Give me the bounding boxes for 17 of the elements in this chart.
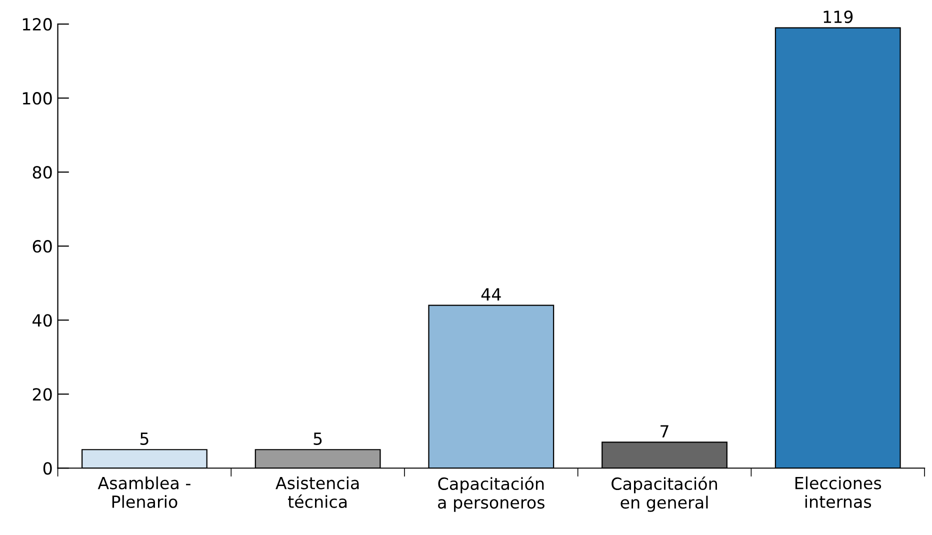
x-tick-label: Asistencia técnica bbox=[276, 476, 359, 508]
y-tick-label: 20 bbox=[32, 388, 52, 401]
y-tick-label: 80 bbox=[32, 166, 52, 179]
y-tick-label: 40 bbox=[32, 314, 52, 327]
data-label: 5 bbox=[140, 432, 148, 446]
y-tick-label: 100 bbox=[22, 92, 52, 105]
data-label: 119 bbox=[824, 10, 853, 24]
data-label: 44 bbox=[481, 288, 501, 300]
data-label: 7 bbox=[660, 425, 668, 438]
data-label: 5 bbox=[314, 432, 322, 446]
y-tick-label: 60 bbox=[32, 240, 52, 253]
y-tick-label: 120 bbox=[22, 18, 52, 31]
x-tick-label: Elecciones internas bbox=[795, 476, 882, 508]
y-tick-label: 0 bbox=[43, 462, 52, 475]
x-tick-label: Asamblea - Plenario bbox=[98, 476, 190, 508]
x-tick-label: Capacitación en general bbox=[612, 476, 717, 512]
x-tick-label: Capacitación a personeros bbox=[438, 476, 544, 512]
